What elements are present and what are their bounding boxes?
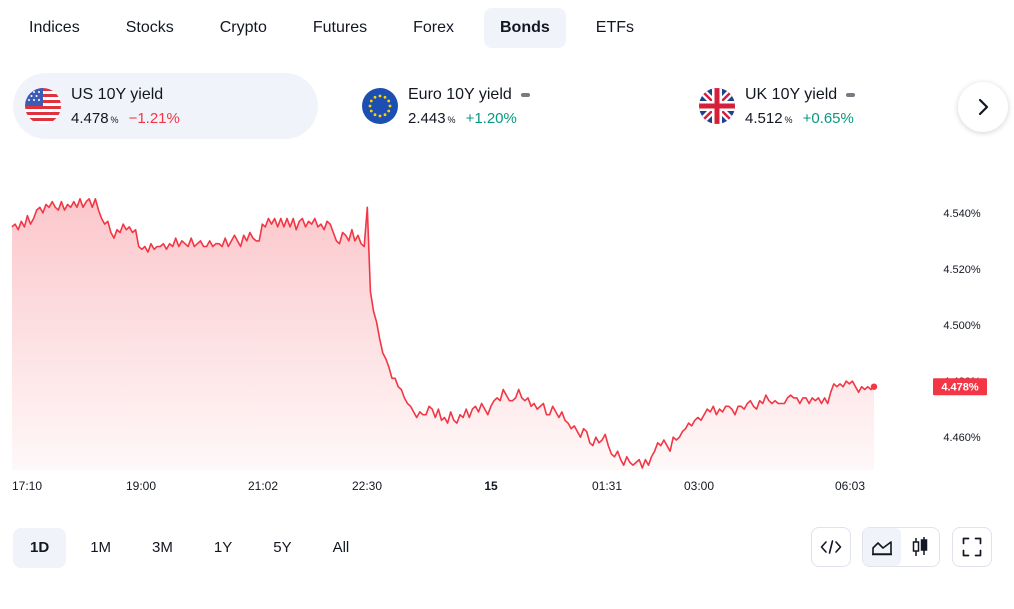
- embed-control: [811, 527, 851, 567]
- range-selector: 1D 1M 3M 1Y 5Y All: [13, 528, 373, 568]
- series-line: [11, 198, 875, 469]
- range-1m-button[interactable]: 1M: [90, 539, 112, 556]
- tab-bonds[interactable]: Bonds: [484, 8, 566, 48]
- last-value-badge: 4.478%: [933, 378, 987, 396]
- area-chart-icon: [872, 541, 892, 556]
- ticker-change: +1.20%: [465, 109, 517, 127]
- ticker-unit: %: [447, 114, 456, 125]
- chart-style-control: [862, 527, 940, 567]
- tab-futures[interactable]: Futures: [312, 19, 368, 36]
- x-tick-label: 21:02: [248, 479, 278, 493]
- x-tick-label: 19:00: [126, 479, 156, 493]
- ticker-uk-10y[interactable]: UK 10Y yield 4.512 % +0.65%: [699, 73, 949, 139]
- tab-etfs[interactable]: ETFs: [595, 19, 634, 36]
- candlestick-icon: [912, 537, 928, 556]
- y-tick-label: 4.500%: [943, 320, 981, 332]
- x-axis: 17:10 19:00 21:02 22:30 15 01:31 03:00 06:03: [12, 479, 865, 493]
- y-axis: 4.540%4.520%4.500%4.480%4.460%: [943, 208, 981, 444]
- fullscreen-button[interactable]: [953, 528, 991, 566]
- ticker-unit: %: [784, 114, 793, 125]
- uk-flag-icon: [699, 88, 735, 124]
- ticker-change: +0.65%: [802, 109, 854, 127]
- x-tick-label: 22:30: [352, 479, 382, 493]
- dash-icon: [520, 92, 530, 97]
- candlestick-chart-button[interactable]: [901, 528, 939, 566]
- range-1d-button[interactable]: 1D: [13, 528, 67, 568]
- us-flag-icon: [25, 88, 61, 124]
- tab-stocks[interactable]: Stocks: [125, 19, 174, 36]
- ticker-euro-10y[interactable]: Euro 10Y yield 2.443 % +1.20%: [362, 73, 622, 139]
- fullscreen-control: [952, 527, 992, 567]
- tab-forex[interactable]: Forex: [413, 19, 454, 36]
- range-5y-button[interactable]: 5Y: [273, 539, 292, 556]
- market-tabs: Indices Stocks Crypto Futures Forex Bond…: [13, 8, 664, 48]
- ticker-name: UK 10Y yield: [745, 85, 838, 103]
- range-1y-button[interactable]: 1Y: [213, 539, 233, 556]
- y-tick-label: 4.540%: [943, 208, 981, 220]
- ticker-us-10y[interactable]: US 10Y yield 4.478 % −1.21%: [13, 73, 318, 139]
- code-icon: [820, 540, 842, 554]
- range-all-button[interactable]: All: [332, 539, 350, 556]
- ticker-name: US 10Y yield: [71, 85, 164, 103]
- ticker-unit: %: [110, 114, 119, 125]
- ticker-name: Euro 10Y yield: [408, 85, 512, 103]
- range-3m-button[interactable]: 3M: [152, 539, 173, 556]
- last-value-label: 4.478%: [941, 381, 979, 393]
- ticker-value: 2.443: [408, 109, 446, 127]
- yield-chart[interactable]: 4.540%4.520%4.500%4.480%4.460% 17:1019:0…: [0, 160, 1014, 500]
- x-tick-label: 03:00: [684, 479, 714, 493]
- chevron-right-icon: [978, 98, 989, 116]
- eu-flag-icon: [362, 88, 398, 124]
- ticker-value: 4.478: [71, 109, 109, 127]
- ticker-change: −1.21%: [128, 109, 180, 127]
- x-tick-label: 17:10: [12, 479, 42, 493]
- y-tick-label: 4.460%: [943, 432, 981, 444]
- x-tick-label: 01:31: [592, 479, 622, 493]
- last-point-marker: [870, 383, 878, 390]
- x-tick-label: 06:03: [835, 479, 865, 493]
- ticker-value: 4.512: [745, 109, 783, 127]
- tab-crypto[interactable]: Crypto: [219, 19, 267, 36]
- next-tickers-button[interactable]: [958, 82, 1008, 132]
- tab-indices[interactable]: Indices: [29, 19, 80, 36]
- fullscreen-icon: [962, 537, 982, 557]
- y-tick-label: 4.520%: [943, 264, 981, 276]
- series-area: [12, 198, 874, 471]
- area-chart-button[interactable]: [863, 528, 901, 566]
- embed-button[interactable]: [812, 528, 850, 566]
- x-tick-label: 15: [484, 479, 498, 493]
- dash-icon: [846, 92, 856, 97]
